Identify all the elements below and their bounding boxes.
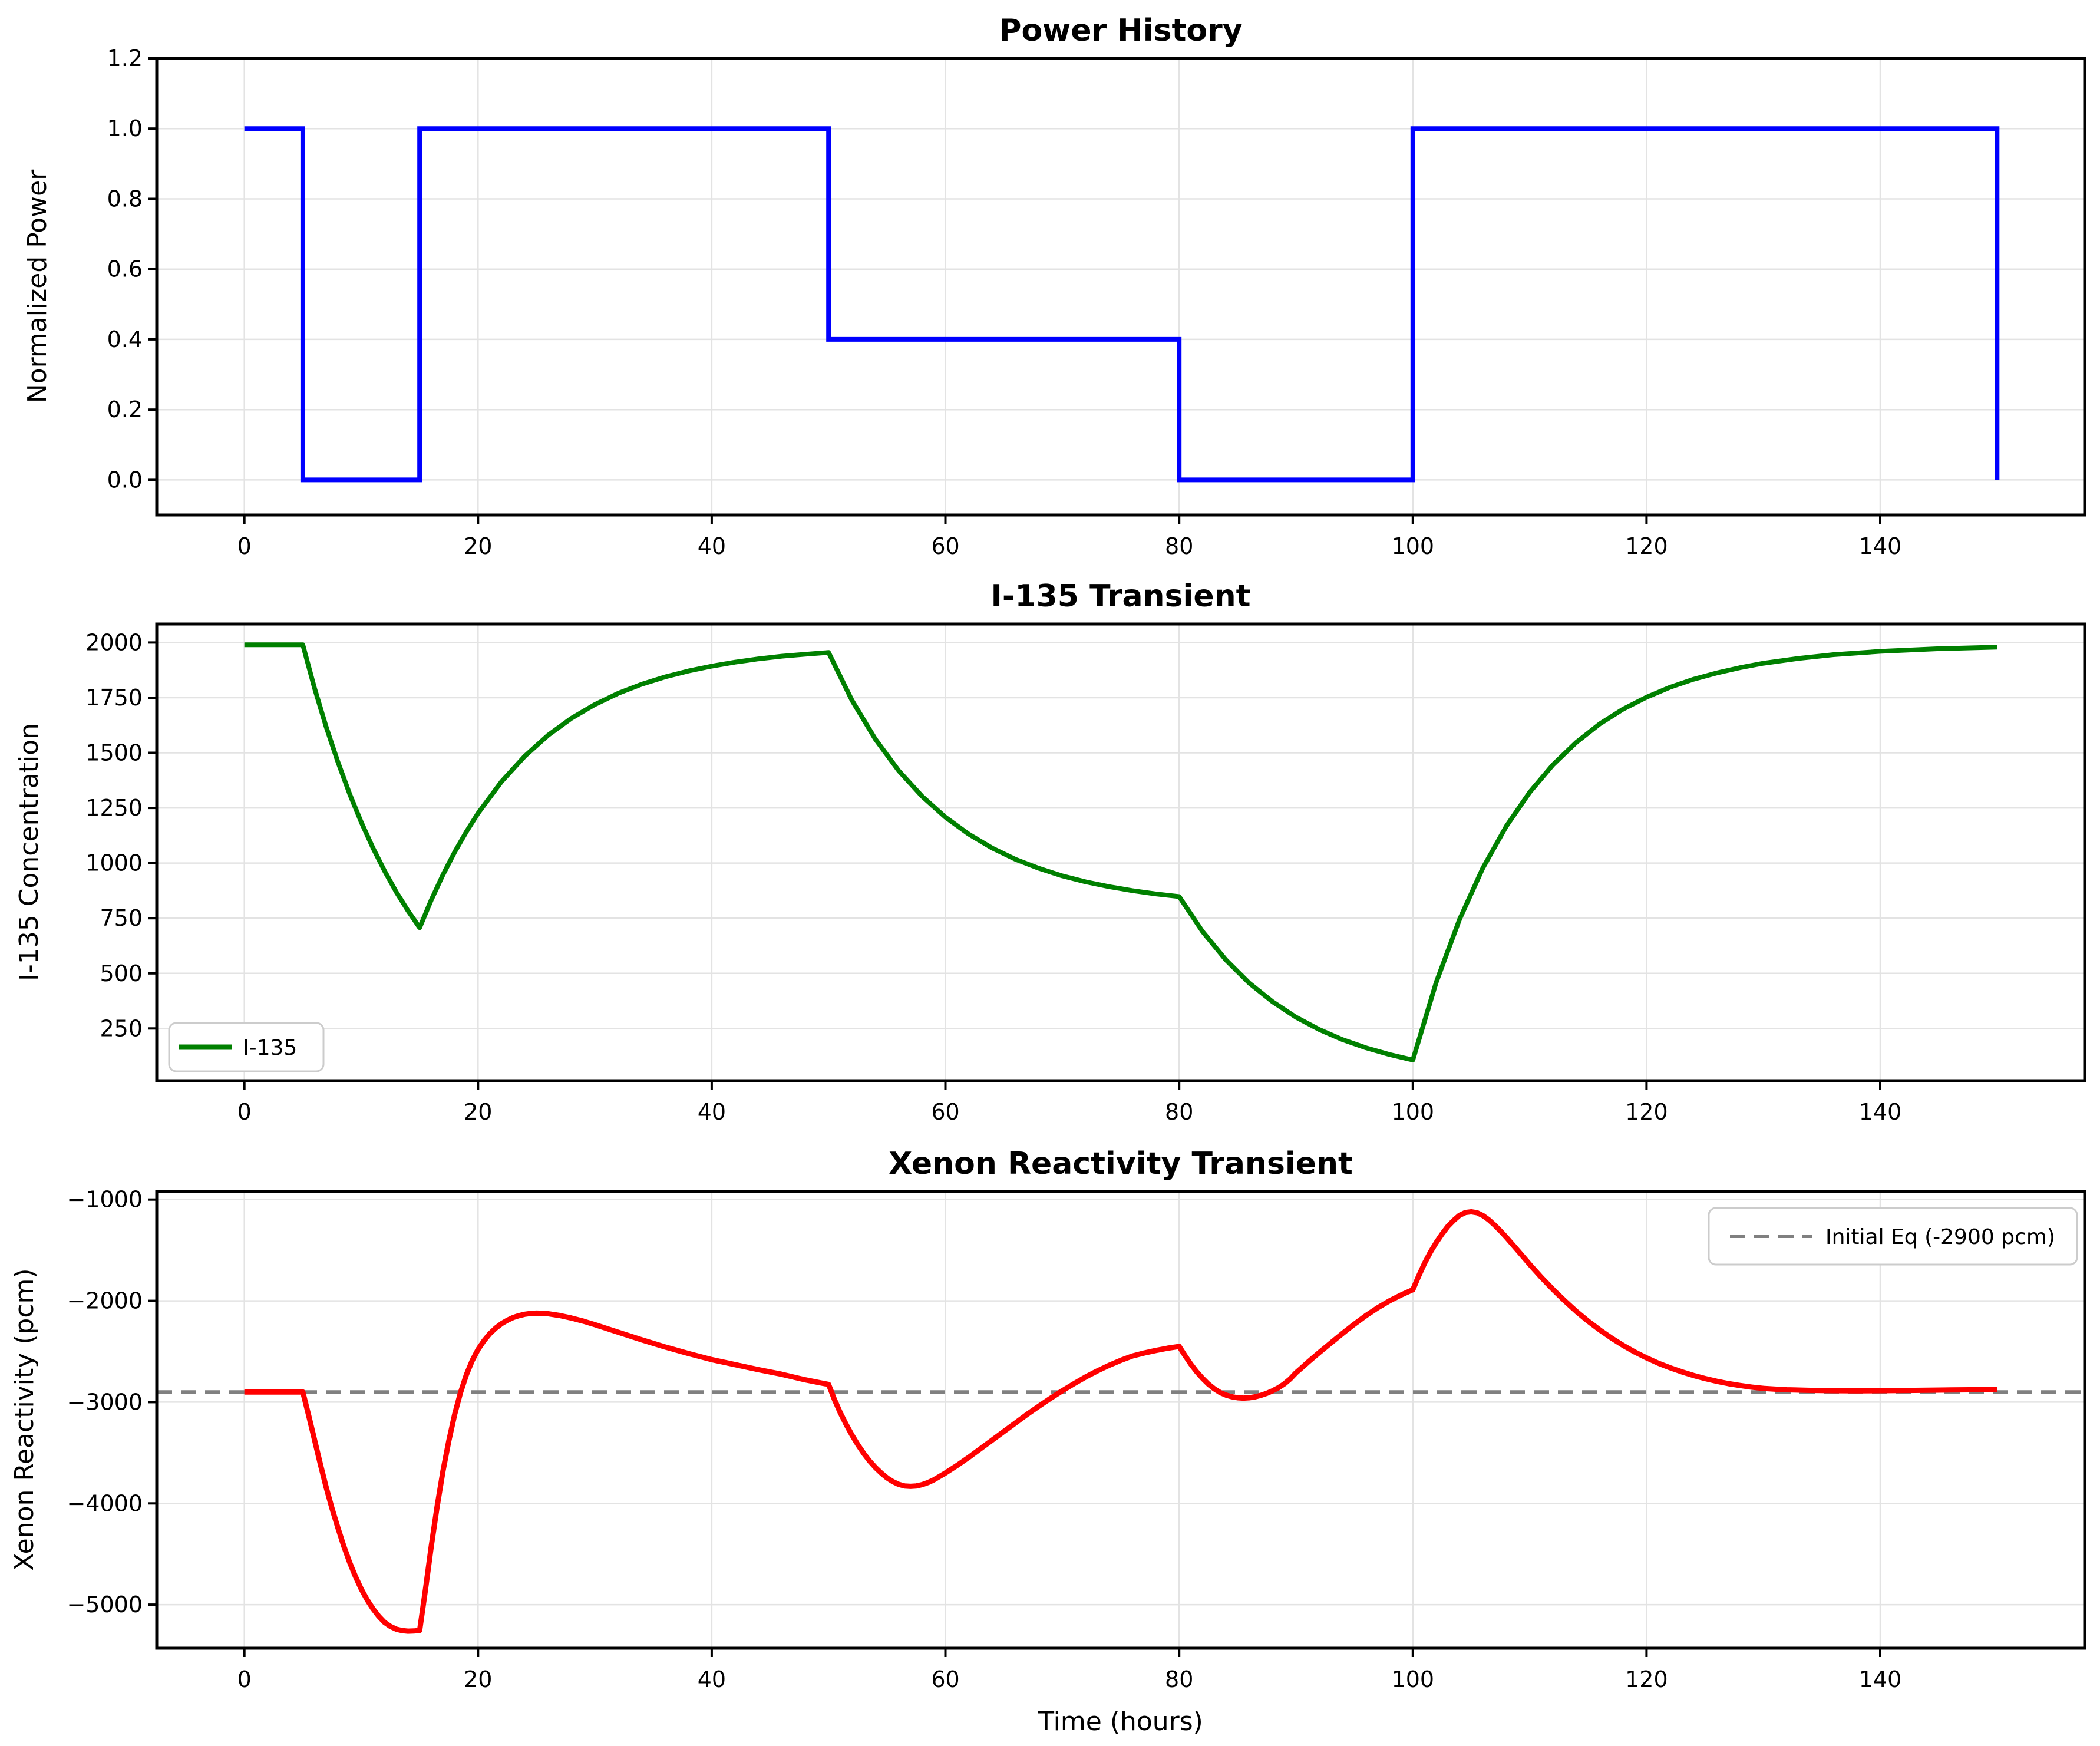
x-tick-label: 0 [237, 1666, 252, 1692]
power-ylabel: Normalized Power [22, 169, 52, 403]
y-tick-label: 500 [100, 961, 143, 986]
i135-ylabel: I-135 Concentration [14, 723, 44, 981]
xenon-curve [244, 1209, 1997, 1634]
power-history-title: Power History [999, 13, 1242, 48]
y-tick-label: 1000 [85, 850, 143, 876]
axes-frame [155, 622, 2086, 1082]
x-tick-label: 120 [1625, 1666, 1668, 1692]
i135-curve [244, 642, 1997, 1062]
equilibrium-legend-box [1708, 1207, 2078, 1266]
y-tick-label: 1.2 [107, 45, 143, 71]
x-tick-label: 80 [1165, 1099, 1193, 1125]
i135-transient-title: I-135 Transient [990, 579, 1250, 614]
y-tick-label: −5000 [67, 1592, 143, 1618]
chart-2: 0 20 40 60 80 100 120 140 250 500 750 1000 1250 1500 1… [85, 622, 2086, 1125]
y-tick-label: 0.8 [107, 186, 143, 212]
y-tick-label: 1250 [85, 795, 143, 821]
power-curve [244, 126, 2000, 483]
x-tick-label: 60 [931, 1666, 959, 1692]
axes-frame [155, 57, 2086, 517]
y-tick-label: 1750 [85, 685, 143, 711]
x-tick-label: 140 [1859, 533, 1902, 559]
x-tick-label: 0 [237, 1099, 252, 1125]
x-tick-label: 100 [1392, 1099, 1435, 1125]
axes-frame [155, 1190, 2086, 1650]
y-tick-label: −2000 [67, 1288, 143, 1314]
y-tick-label: −3000 [67, 1389, 143, 1415]
x-tick-label: 120 [1625, 1099, 1668, 1125]
x-tick-label: 140 [1859, 1099, 1902, 1125]
y-tick-label: 750 [100, 905, 143, 931]
plots: 0 20 40 60 80 100 120 1400.00.20.40.60.81.01.20… [67, 45, 2086, 1692]
y-tick-label: −4000 [67, 1490, 143, 1516]
x-tick-label: 100 [1392, 533, 1435, 559]
chart-3: 0 20 40 60 80 100 120 140 −1000 −2000 −3000 −4000 −5… [67, 1187, 2086, 1692]
y-tick-label: −1000 [67, 1187, 143, 1213]
y-tick-label: 250 [100, 1015, 143, 1041]
y-tick-label: 0.2 [107, 397, 143, 423]
x-tick-label: 20 [464, 533, 492, 559]
x-tick-label: 100 [1392, 1666, 1435, 1692]
x-tick-label: 20 [464, 1666, 492, 1692]
x-tick-label: 40 [698, 1666, 726, 1692]
i135-legend-box [168, 1022, 325, 1072]
x-tick-label: 140 [1859, 1666, 1902, 1692]
equilibrium-legend: Initial Eq (-2900 pcm) [1708, 1207, 2078, 1266]
y-tick-label: 0.6 [107, 256, 143, 282]
equilibrium-legend-label: Initial Eq (-2900 pcm) [1825, 1225, 2055, 1249]
x-tick-label: 60 [931, 533, 959, 559]
x-tick-label: 20 [464, 1099, 492, 1125]
chart-1: 0 20 40 60 80 100 120 140 0.0 0.2 0.4 0.6 0.8 1.0 1.2 [107, 45, 2086, 559]
i135-legend-label: I-135 [243, 1036, 297, 1060]
xenon-ylabel: Xenon Reactivity (pcm) [9, 1268, 39, 1570]
i135-legend: I-135 [168, 1022, 325, 1072]
time-xlabel: Time (hours) [1038, 1707, 1203, 1737]
x-tick-label: 40 [698, 533, 726, 559]
y-tick-label: 1500 [85, 740, 143, 766]
x-tick-label: 120 [1625, 533, 1668, 559]
x-tick-label: 60 [931, 1099, 959, 1125]
x-tick-label: 40 [698, 1099, 726, 1125]
x-tick-label: 0 [237, 533, 252, 559]
y-tick-label: 2000 [85, 629, 143, 655]
y-tick-label: 1.0 [107, 115, 143, 141]
y-tick-label: 0.4 [107, 326, 143, 352]
x-tick-label: 80 [1165, 533, 1193, 559]
x-tick-label: 80 [1165, 1666, 1193, 1692]
xenon-transient-title: Xenon Reactivity Transient [889, 1146, 1353, 1181]
y-tick-label: 0.0 [107, 467, 143, 493]
